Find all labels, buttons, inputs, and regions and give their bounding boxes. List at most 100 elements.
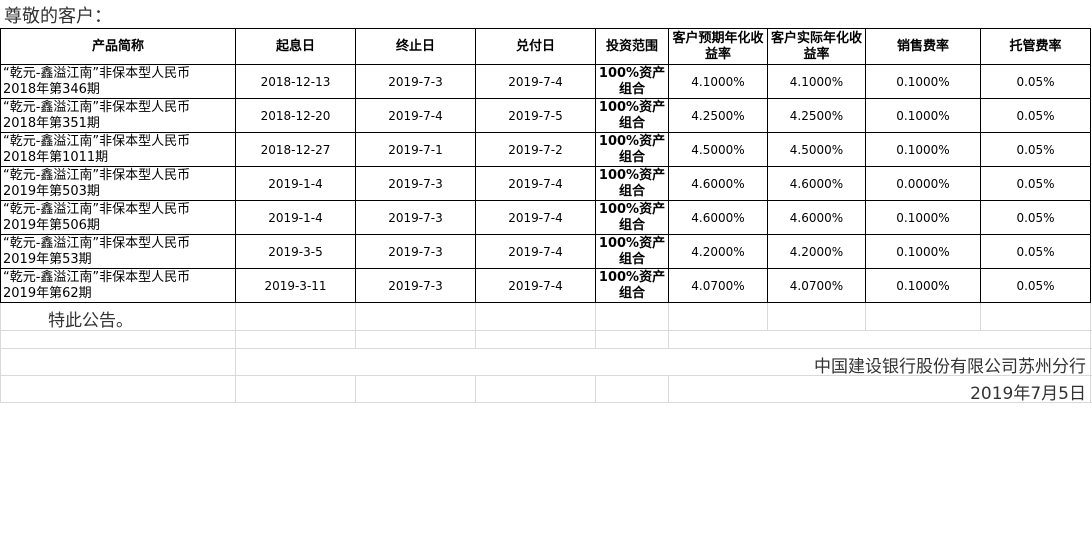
product-name-cell: “乾元-鑫溢江南”非保本型人民币 2019年第506期 (0, 200, 236, 235)
sales-fee-cell: 0.0000% (865, 166, 981, 201)
product-name-line1: “乾元-鑫溢江南”非保本型人民币 (3, 65, 191, 81)
custody-fee-cell: 0.05% (980, 200, 1091, 235)
expected-yield-cell: 4.1000% (668, 64, 768, 99)
gridline (1090, 302, 1091, 402)
scope-cell: 100%资产组合 (595, 166, 669, 201)
gridline (980, 302, 981, 330)
notice-text: 特此公告。 (48, 311, 133, 331)
header-cell: 起息日 (235, 28, 356, 65)
product-name-line1: “乾元-鑫溢江南”非保本型人民币 (3, 201, 191, 217)
product-name-cell: “乾元-鑫溢江南”非保本型人民币 2018年第1011期 (0, 132, 236, 167)
gridline (0, 302, 1, 402)
custody-fee-cell: 0.05% (980, 234, 1091, 269)
expected-yield-cell: 4.6000% (668, 166, 768, 201)
scope-cell: 100%资产组合 (595, 132, 669, 167)
actual-yield-cell: 4.6000% (767, 200, 866, 235)
product-name-line2: 2018年第351期 (3, 115, 100, 131)
sales-fee-cell: 0.1000% (865, 64, 981, 99)
actual-yield-cell: 4.2000% (767, 234, 866, 269)
pay-date-cell: 2019-7-2 (475, 132, 596, 167)
start-date-cell: 2019-3-11 (235, 268, 356, 303)
end-date-cell: 2019-7-4 (355, 98, 476, 133)
table-header-row: 产品简称 起息日 终止日 兑付日 投资范围 客户预期年化收益率 客户实际年化收益… (0, 28, 1091, 65)
expected-yield-cell: 4.2500% (668, 98, 768, 133)
actual-yield-cell: 4.5000% (767, 132, 866, 167)
custody-fee-cell: 0.05% (980, 98, 1091, 133)
start-date-cell: 2019-1-4 (235, 200, 356, 235)
gridline (767, 302, 768, 330)
gridline (0, 375, 1092, 376)
table-row: “乾元-鑫溢江南”非保本型人民币 2018年第346期 2018-12-13 2019… (0, 64, 1091, 99)
pay-date-cell: 2019-7-4 (475, 64, 596, 99)
table-row: “乾元-鑫溢江南”非保本型人民币 2019年第503期 2019-1-4 2019-7… (0, 166, 1091, 201)
scope-cell: 100%资产组合 (595, 200, 669, 235)
product-name-line1: “乾元-鑫溢江南”非保本型人民币 (3, 269, 191, 285)
expected-yield-cell: 4.2000% (668, 234, 768, 269)
custody-fee-cell: 0.05% (980, 166, 1091, 201)
pay-date-cell: 2019-7-4 (475, 268, 596, 303)
header-cell: 客户预期年化收益率 (668, 28, 768, 65)
product-name-line1: “乾元-鑫溢江南”非保本型人民币 (3, 133, 191, 149)
table-row: “乾元-鑫溢江南”非保本型人民币 2019年第62期 2019-3-11 2019-7… (0, 268, 1091, 303)
header-cell: 客户实际年化收益率 (767, 28, 866, 65)
start-date-cell: 2018-12-20 (235, 98, 356, 133)
sales-fee-cell: 0.1000% (865, 234, 981, 269)
product-name-line2: 2018年第346期 (3, 81, 100, 97)
greeting: 尊敬的客户： (4, 6, 112, 27)
header-cell: 兑付日 (475, 28, 596, 65)
expected-yield-cell: 4.0700% (668, 268, 768, 303)
header-cell: 销售费率 (865, 28, 981, 65)
gridline (595, 302, 596, 348)
bank-name: 中国建设银行股份有限公司苏州分行 (814, 357, 1086, 377)
product-name-line1: “乾元-鑫溢江南”非保本型人民币 (3, 235, 191, 251)
table-row: “乾元-鑫溢江南”非保本型人民币 2018年第1011期 2018-12-27 201… (0, 132, 1091, 167)
sales-fee-cell: 0.1000% (865, 98, 981, 133)
gridline (355, 302, 356, 348)
pay-date-cell: 2019-7-4 (475, 200, 596, 235)
header-cell: 投资范围 (595, 28, 669, 65)
start-date-cell: 2018-12-27 (235, 132, 356, 167)
end-date-cell: 2019-7-3 (355, 268, 476, 303)
expected-yield-cell: 4.6000% (668, 200, 768, 235)
sales-fee-cell: 0.1000% (865, 200, 981, 235)
sales-fee-cell: 0.1000% (865, 268, 981, 303)
scope-cell: 100%资产组合 (595, 234, 669, 269)
product-name-line2: 2018年第1011期 (3, 149, 109, 165)
end-date-cell: 2019-7-3 (355, 64, 476, 99)
product-name-cell: “乾元-鑫溢江南”非保本型人民币 2018年第351期 (0, 98, 236, 133)
gridline (355, 375, 356, 402)
start-date-cell: 2019-3-5 (235, 234, 356, 269)
sales-fee-cell: 0.1000% (865, 132, 981, 167)
product-name-cell: “乾元-鑫溢江南”非保本型人民币 2018年第346期 (0, 64, 236, 99)
end-date-cell: 2019-7-3 (355, 200, 476, 235)
actual-yield-cell: 4.6000% (767, 166, 866, 201)
gridline (0, 330, 1092, 331)
header-cell: 托管费率 (980, 28, 1091, 65)
product-name-line1: “乾元-鑫溢江南”非保本型人民币 (3, 99, 191, 115)
product-table: 产品简称 起息日 终止日 兑付日 投资范围 客户预期年化收益率 客户实际年化收益… (0, 28, 1091, 303)
product-name-cell: “乾元-鑫溢江南”非保本型人民币 2019年第62期 (0, 268, 236, 303)
gridline (475, 302, 476, 348)
product-name-line2: 2019年第503期 (3, 183, 100, 199)
expected-yield-cell: 4.5000% (668, 132, 768, 167)
gridline (595, 375, 596, 402)
header-cell: 产品简称 (0, 28, 236, 65)
table-row: “乾元-鑫溢江南”非保本型人民币 2019年第506期 2019-1-4 2019-7… (0, 200, 1091, 235)
gridline (668, 375, 669, 402)
scope-cell: 100%资产组合 (595, 98, 669, 133)
gridline (0, 402, 1092, 403)
actual-yield-cell: 4.0700% (767, 268, 866, 303)
gridline (0, 348, 1092, 349)
end-date-cell: 2019-7-1 (355, 132, 476, 167)
product-name-cell: “乾元-鑫溢江南”非保本型人民币 2019年第53期 (0, 234, 236, 269)
product-name-cell: “乾元-鑫溢江南”非保本型人民币 2019年第503期 (0, 166, 236, 201)
pay-date-cell: 2019-7-4 (475, 234, 596, 269)
start-date-cell: 2019-1-4 (235, 166, 356, 201)
scope-cell: 100%资产组合 (595, 64, 669, 99)
product-name-line1: “乾元-鑫溢江南”非保本型人民币 (3, 167, 191, 183)
table-row: “乾元-鑫溢江南”非保本型人民币 2019年第53期 2019-3-5 2019-7-… (0, 234, 1091, 269)
gridline (475, 375, 476, 402)
actual-yield-cell: 4.1000% (767, 64, 866, 99)
product-name-line2: 2019年第506期 (3, 217, 100, 233)
start-date-cell: 2018-12-13 (235, 64, 356, 99)
